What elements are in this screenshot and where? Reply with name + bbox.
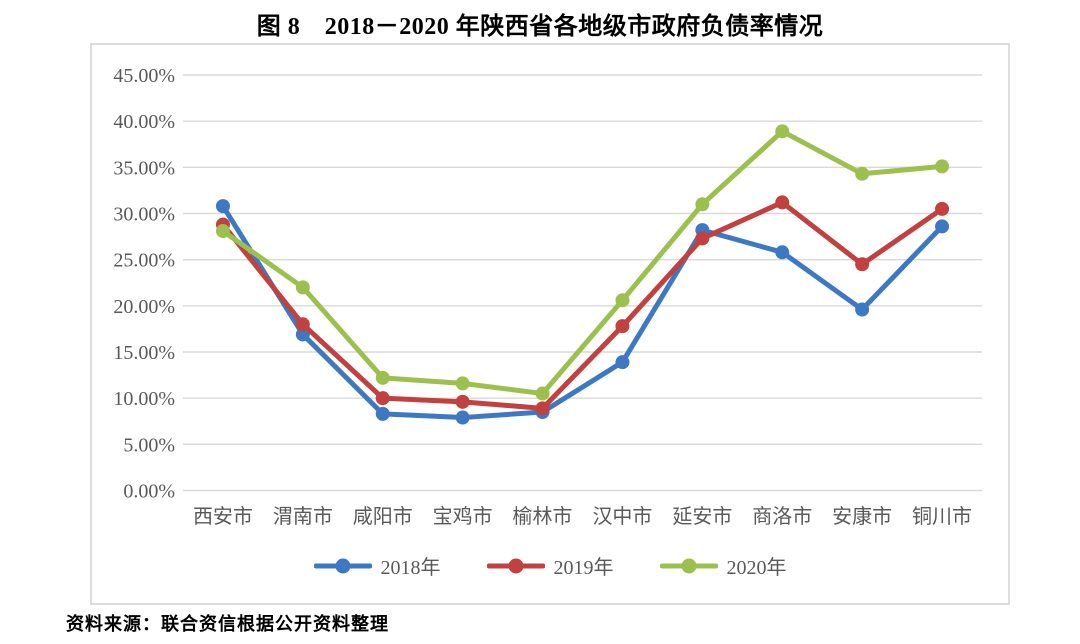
x-axis-category-label: 铜川市 [912,505,972,528]
y-axis-tick-label: 25.00% [113,250,175,272]
chart-legend: 2018年 2019年 2020年 [92,551,1008,580]
series-line-2019年 [220,199,945,411]
y-axis-tick-label: 20.00% [113,296,175,318]
y-axis-tick-label: 35.00% [113,157,175,179]
x-axis-category-label: 渭南市 [273,505,333,528]
data-point-2018年 [375,406,390,421]
data-point-2020年 [935,159,950,174]
data-point-2018年 [775,245,790,260]
data-point-2020年 [295,280,310,295]
y-axis-tick-label: 45.00% [113,65,175,87]
legend-item-2018年: 2018年 [313,551,441,580]
series-line-2020年 [220,128,945,397]
legend-item-2020年: 2020年 [659,551,787,580]
data-point-2020年 [455,376,470,391]
data-point-2020年 [375,370,390,385]
y-axis-tick-label: 15.00% [113,342,175,364]
y-axis-tick-label: 10.00% [113,388,175,410]
legend-item-2019年: 2019年 [486,551,614,580]
data-point-2019年 [855,257,870,272]
legend-marker-icon [486,558,545,573]
y-axis-tick-label: 40.00% [113,111,175,133]
data-point-2019年 [935,201,950,216]
legend-label: 2019年 [553,557,614,579]
data-point-2018年 [855,302,870,317]
x-axis-category-label: 榆林市 [513,505,573,528]
data-point-2019年 [455,394,470,409]
legend-marker-icon [659,558,718,573]
x-axis-category-label: 咸阳市 [353,505,413,528]
data-point-2020年 [615,293,630,308]
data-point-2018年 [935,219,950,234]
data-point-2020年 [215,224,230,239]
legend-label: 2020年 [726,557,787,579]
legend-label: 2018年 [380,557,441,579]
chart-title: 图 8 2018－2020 年陕西省各地级市政府负债率情况 [256,14,824,40]
data-point-2019年 [695,231,710,246]
x-axis-category-label: 商洛市 [752,505,812,528]
x-axis-category-label: 安康市 [832,505,892,528]
y-axis-tick-label: 30.00% [113,204,175,226]
x-axis-category-label: 西安市 [193,505,253,528]
y-axis-tick-label: 0.00% [123,481,175,503]
data-point-2018年 [455,410,470,425]
data-point-2020年 [855,166,870,181]
data-point-2020年 [535,386,550,401]
chart-frame: 0.00% 5.00% 10.00% 15.00% 20.00% 25.00% 30.00%… [90,43,1010,605]
data-point-2019年 [535,401,550,416]
data-point-2020年 [695,197,710,212]
data-point-2019年 [615,319,630,334]
x-axis-category-label: 汉中市 [592,505,652,528]
y-axis-tick-label: 5.00% [123,434,175,456]
x-axis-category-label: 宝鸡市 [433,505,493,528]
data-point-2019年 [775,195,790,210]
data-point-2020年 [775,124,790,139]
legend-marker-icon [313,558,372,573]
data-point-2018年 [295,327,310,342]
series-line-2018年 [220,203,945,421]
source-note: 资料来源：联合资信根据公开资料整理 [66,614,389,634]
data-point-2019年 [375,391,390,406]
data-point-2018年 [615,355,630,370]
x-axis-category-label: 延安市 [672,505,732,528]
line-chart: 0.00% 5.00% 10.00% 15.00% 20.00% 25.00% 30.00%… [113,65,982,528]
data-point-2019年 [295,317,310,332]
data-point-2018年 [215,199,230,214]
